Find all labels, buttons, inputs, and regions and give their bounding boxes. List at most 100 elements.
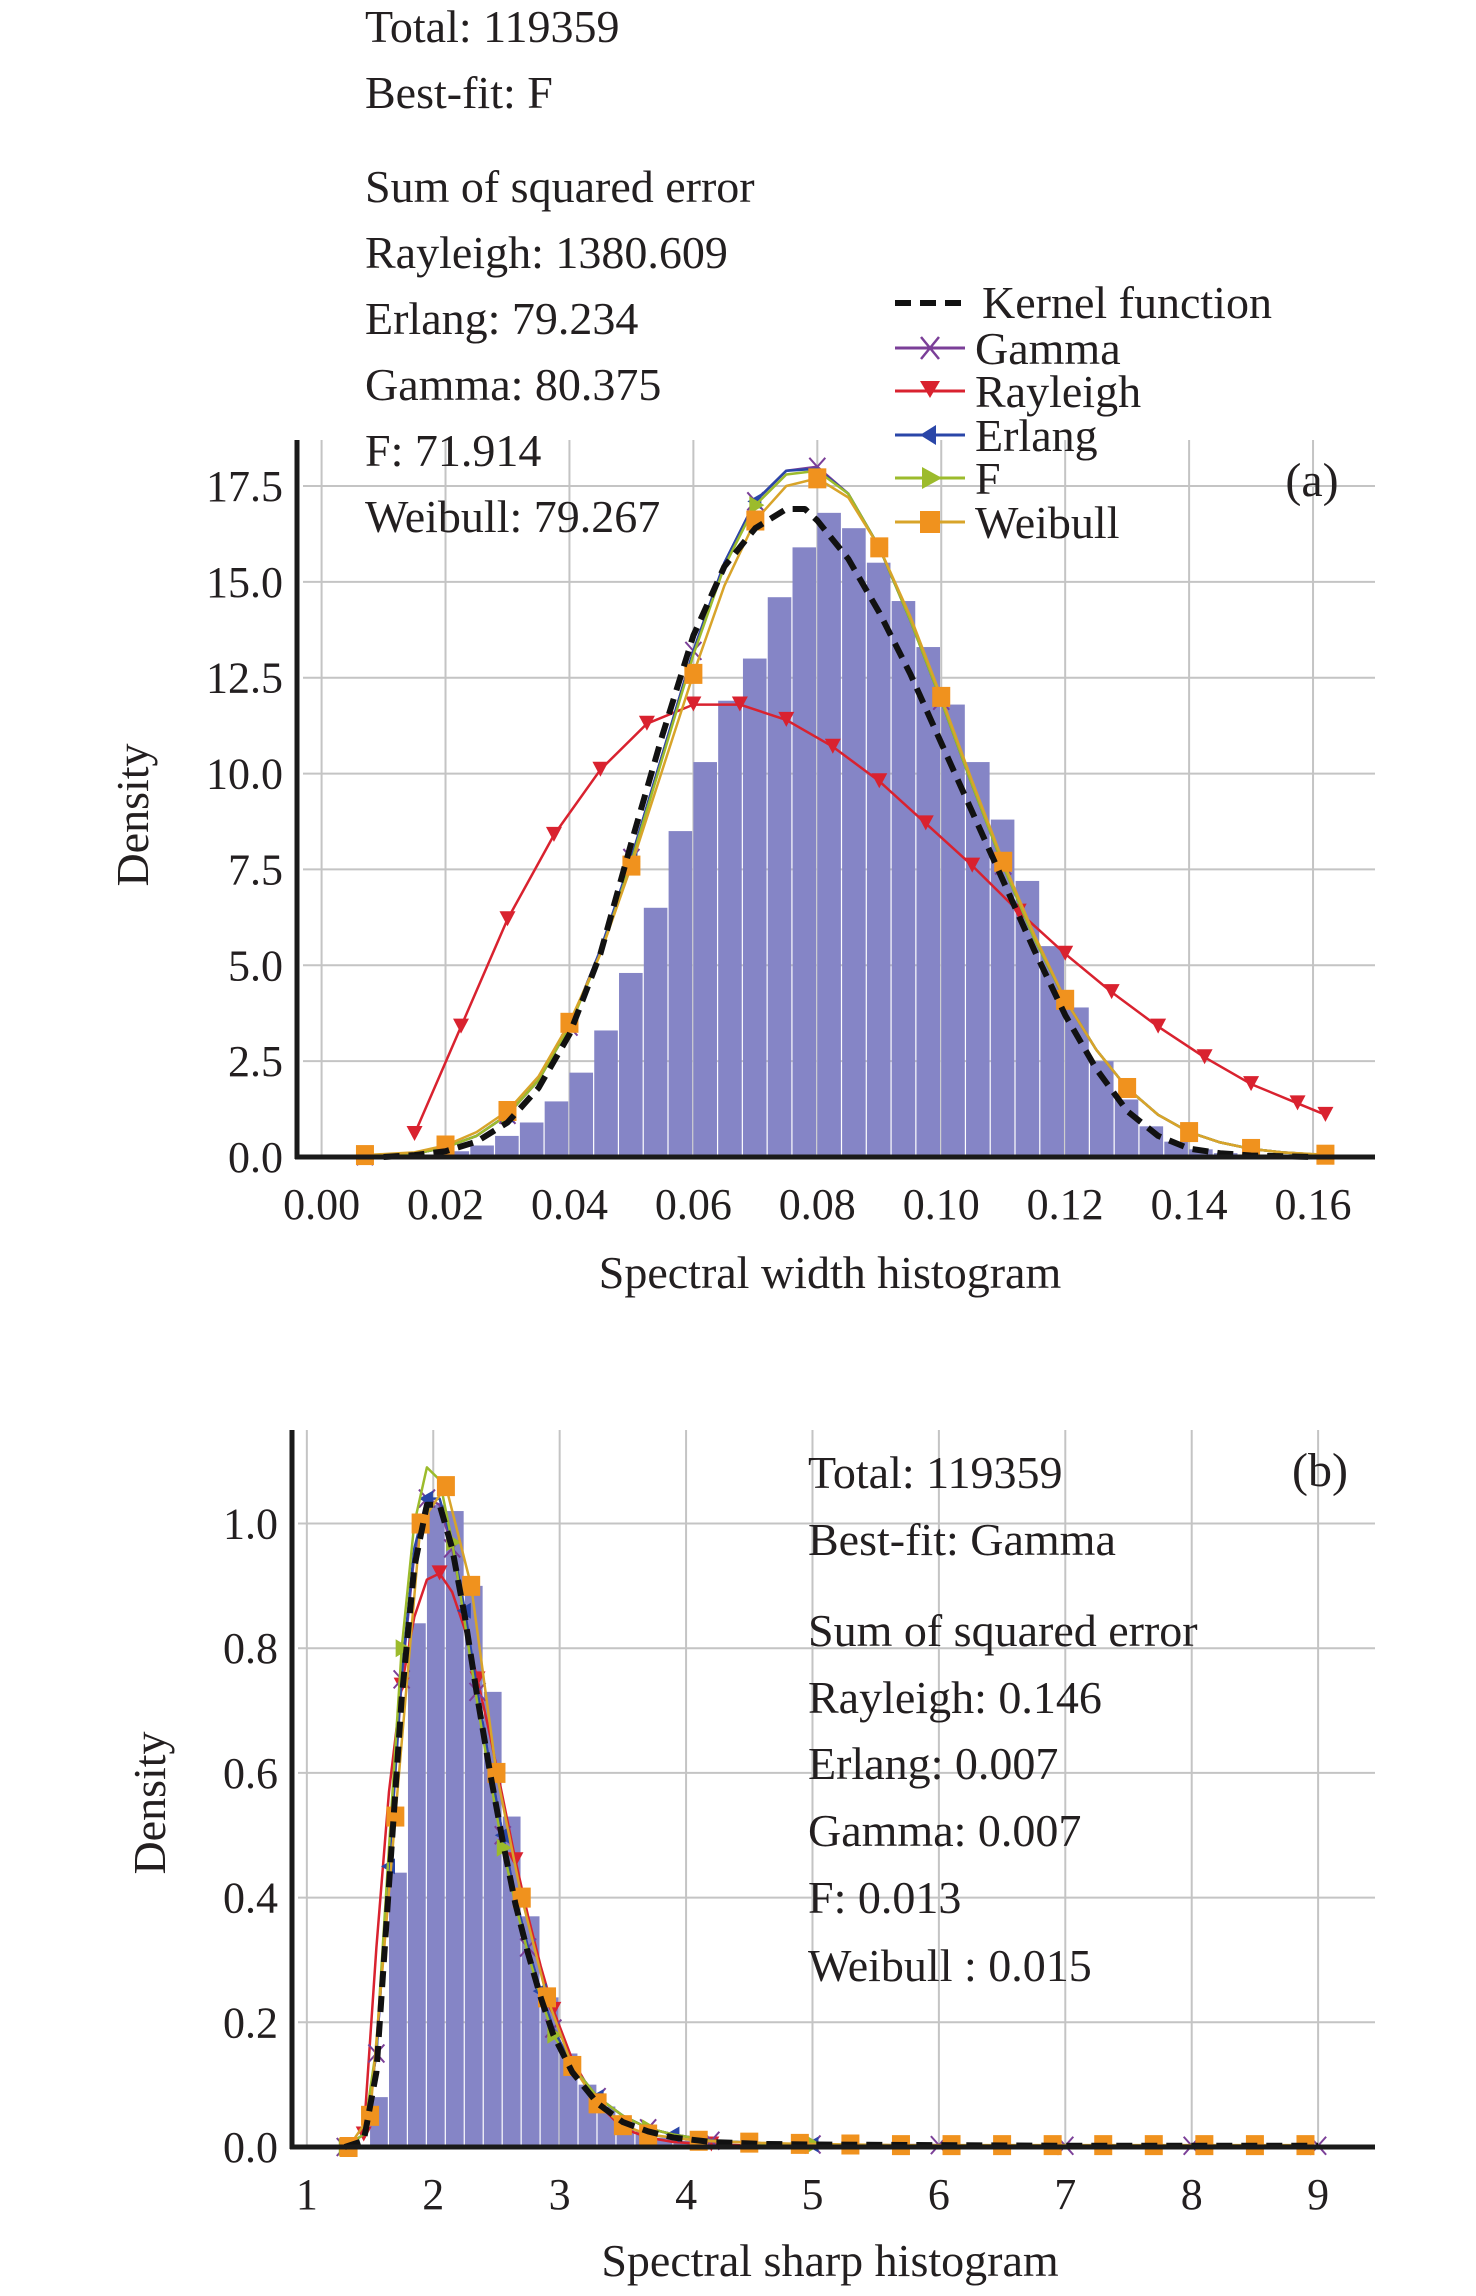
histogram-bar — [673, 2140, 692, 2147]
stat-sse-weibull: Weibull : 0.015 — [808, 1940, 1092, 1991]
panel-a-histogram — [445, 512, 1238, 1157]
panel-a-spectral-width: 0.02.55.07.510.012.515.017.5 0.00 0.02 0.0… — [107, 1, 1375, 1298]
panel-b-stats-box: Total: 119359 Best-fit: Gamma Sum of squ… — [808, 1447, 1198, 1991]
histogram-bar — [842, 528, 866, 1157]
series-rayleigh-point — [507, 1852, 524, 1868]
histogram-bar — [470, 1145, 494, 1157]
histogram-bar — [866, 562, 891, 1157]
stat-sse-gamma: Gamma: 80.375 — [365, 359, 661, 410]
stat-sse-weibull: Weibull: 79.267 — [365, 491, 660, 542]
series-weibull-point — [436, 1476, 455, 1497]
histogram-bar — [990, 819, 1015, 1157]
histogram-bar — [817, 512, 841, 1157]
legend-label: F — [975, 453, 1001, 504]
y-tick-label: 0.6 — [223, 1749, 278, 1798]
panel-a-x-ticks: 0.00 0.02 0.04 0.06 0.08 0.10 0.12 0.14 0.16 — [283, 1180, 1351, 1229]
series-rayleigh-point — [638, 715, 655, 731]
panel-b-spectral-sharp: 0.0 0.2 0.4 0.6 0.8 1.0 1 2 3 4 5 6 7 8 9 Spectral sh… — [124, 1430, 1375, 2286]
stat-sse-erlang: Erlang: 79.234 — [365, 293, 638, 344]
histogram-bar — [1040, 946, 1064, 1157]
series-rayleigh-point — [824, 738, 841, 754]
x-tick-label: 0.06 — [655, 1180, 732, 1229]
x-tick-label: 0.12 — [1027, 1180, 1104, 1229]
x-tick-label: 0.10 — [903, 1180, 980, 1229]
x-tick-label: 0.04 — [531, 1180, 608, 1229]
stat-sse-rayleigh: Rayleigh: 1380.609 — [365, 227, 728, 278]
x-tick-label: 0.14 — [1151, 1180, 1228, 1229]
x-tick-label: 0.00 — [283, 1180, 360, 1229]
histogram-bar — [594, 1030, 618, 1157]
y-tick-label: 7.5 — [228, 845, 283, 894]
series-weibull-point — [994, 851, 1013, 872]
histogram-bar — [941, 704, 965, 1157]
histogram-bar — [464, 1585, 483, 2147]
series-kernel-line — [383, 506, 1314, 1160]
series-rayleigh-point — [685, 696, 702, 712]
y-tick-label: 15.0 — [206, 558, 283, 607]
legend-weibull-square-icon — [920, 511, 940, 533]
series-rayleigh-point — [731, 696, 748, 712]
stat-best-fit: Best-fit: Gamma — [808, 1514, 1116, 1565]
panel-b-label: (b) — [1292, 1444, 1348, 1497]
histogram-bar — [668, 831, 693, 1157]
y-tick-label: 17.5 — [206, 462, 283, 511]
histogram-bar — [445, 1151, 470, 1157]
series-rayleigh-point — [453, 1018, 470, 1034]
legend-label: Gamma — [975, 323, 1121, 374]
x-tick-label: 7 — [1054, 2170, 1076, 2219]
stat-sse-rayleigh: Rayleigh: 0.146 — [808, 1672, 1102, 1723]
histogram-bar — [767, 597, 792, 1157]
y-tick-label: 0.8 — [223, 1624, 278, 1673]
histogram-bar — [643, 907, 668, 1157]
x-tick-label: 0.16 — [1275, 1180, 1352, 1229]
legend-label: Weibull — [975, 497, 1120, 548]
series-rayleigh-point — [1103, 984, 1120, 1000]
panel-b-x-ticks: 1 2 3 4 5 6 7 8 9 — [296, 2170, 1329, 2219]
histogram-bar — [426, 1504, 445, 2147]
legend-label: Kernel function — [982, 277, 1272, 328]
y-tick-label: 10.0 — [206, 750, 283, 799]
series-rayleigh-point — [545, 826, 562, 842]
series-weibull-point — [870, 537, 889, 558]
panel-b-grid — [298, 1430, 1375, 2147]
legend-erlang-left-triangle-icon — [920, 425, 936, 445]
series-rayleigh-point — [1289, 1095, 1306, 1111]
histogram-bar — [891, 601, 916, 1157]
histogram-bar — [519, 1122, 544, 1157]
x-tick-label: 2 — [422, 2170, 444, 2219]
legend-rayleigh-down-triangle-icon — [920, 381, 940, 398]
histogram-bar — [619, 972, 643, 1157]
series-rayleigh-point — [431, 1565, 448, 1581]
histogram-bar — [1065, 1007, 1089, 1157]
x-tick-label: 0.02 — [407, 1180, 484, 1229]
series-weibull-point — [1180, 1122, 1199, 1143]
legend-label: Erlang — [975, 410, 1098, 461]
stat-sse-erlang: Erlang: 0.007 — [808, 1738, 1058, 1789]
series-weibull-point — [622, 855, 641, 876]
x-tick-label: 4 — [675, 2170, 697, 2219]
x-tick-label: 0.08 — [779, 1180, 856, 1229]
panel-a-stats-box: Total: 119359 Best-fit: F Sum of squared… — [365, 1, 755, 542]
series-rayleigh-point — [964, 857, 981, 873]
stat-sse-f: F: 0.013 — [808, 1872, 961, 1923]
y-tick-label: 0.0 — [223, 2123, 278, 2172]
x-tick-label: 3 — [549, 2170, 571, 2219]
series-weibull-point — [932, 686, 951, 707]
histogram-bar — [654, 2137, 673, 2147]
stat-total: Total: 119359 — [808, 1447, 1062, 1498]
histogram-bar — [495, 1135, 519, 1157]
stat-best-fit: Best-fit: F — [365, 67, 553, 118]
series-rayleigh-point — [1057, 945, 1074, 961]
panel-b-y-ticks: 0.0 0.2 0.4 0.6 0.8 1.0 — [223, 1500, 278, 2172]
histogram-bar — [445, 1511, 464, 2147]
panel-a-y-axis-label: Density — [107, 743, 158, 886]
y-tick-label: 0.2 — [223, 1998, 278, 2047]
histogram-bar — [1114, 1099, 1139, 1157]
panel-a-fitted-curves — [355, 457, 1335, 1166]
histogram-bar — [407, 1623, 426, 2147]
panel-b-x-axis-label: Spectral sharp histogram — [601, 2235, 1059, 2286]
legend-f-right-triangle-icon — [922, 467, 942, 489]
legend-item-gamma: Gamma — [895, 323, 1121, 374]
series-f-point — [395, 1639, 411, 1658]
